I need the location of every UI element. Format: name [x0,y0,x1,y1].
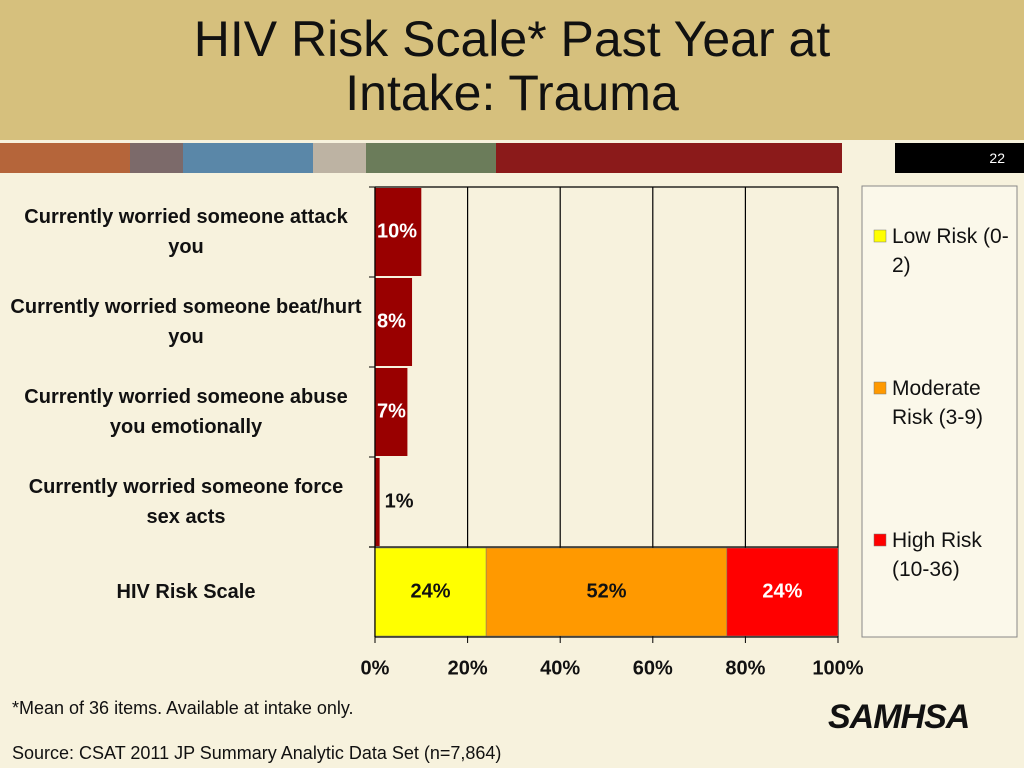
deco-strip [130,143,183,173]
value-label: 8% [377,310,406,332]
legend-swatch [873,533,887,547]
bar [375,458,380,546]
deco-strip [183,143,313,173]
x-tick-label: 80% [725,657,765,679]
bar-segment [485,547,728,637]
y-tick-label: HIV Risk Scale [116,581,256,603]
deco-strip [313,143,366,173]
deco-strip [496,143,842,173]
deco-strip [895,143,1024,173]
legend-swatch [873,381,887,395]
x-tick-label: 60% [633,657,673,679]
source: Source: CSAT 2011 JP Summary Analytic Da… [12,743,502,763]
bar [375,188,422,276]
page-number: 22 [989,150,1005,166]
header-band [0,0,1024,140]
footnote: *Mean of 36 items. Available at intake o… [12,698,354,718]
legend-swatch [873,229,887,243]
legend-label: High Risk (10-36) [892,529,982,581]
value-label: 24% [762,580,802,602]
legend-box [861,185,1018,638]
value-label: 24% [411,580,451,602]
x-tick-label: 20% [448,657,488,679]
x-tick-label: 0% [361,657,390,679]
deco-strip [0,143,130,173]
x-tick-label: 100% [812,657,863,679]
bar-segment [374,547,487,637]
y-tick-label: Currently worried someone abuse you emot… [24,386,348,438]
bar-segment [726,547,839,637]
deco-strip [366,143,496,173]
value-label: 7% [377,400,406,422]
y-tick-label: Currently worried someone beat/hurt you [10,296,362,348]
y-tick-label: Currently worried someone force sex acts [28,476,344,528]
y-tick-label: Currently worried someone attack you [24,206,348,258]
deco-strip [842,143,895,173]
logo: SAMHSA [828,698,970,736]
slide-title: HIV Risk Scale* Past Year at Intake: Tra… [193,11,831,121]
value-label: 52% [586,580,626,602]
bar [375,278,413,366]
bar [375,368,408,456]
legend-label: Low Risk (0-2) [892,225,1009,277]
value-label: 1% [385,490,414,512]
x-tick-label: 40% [540,657,580,679]
value-label: 10% [377,220,417,242]
legend-label: Moderate Risk (3-9) [892,377,984,429]
